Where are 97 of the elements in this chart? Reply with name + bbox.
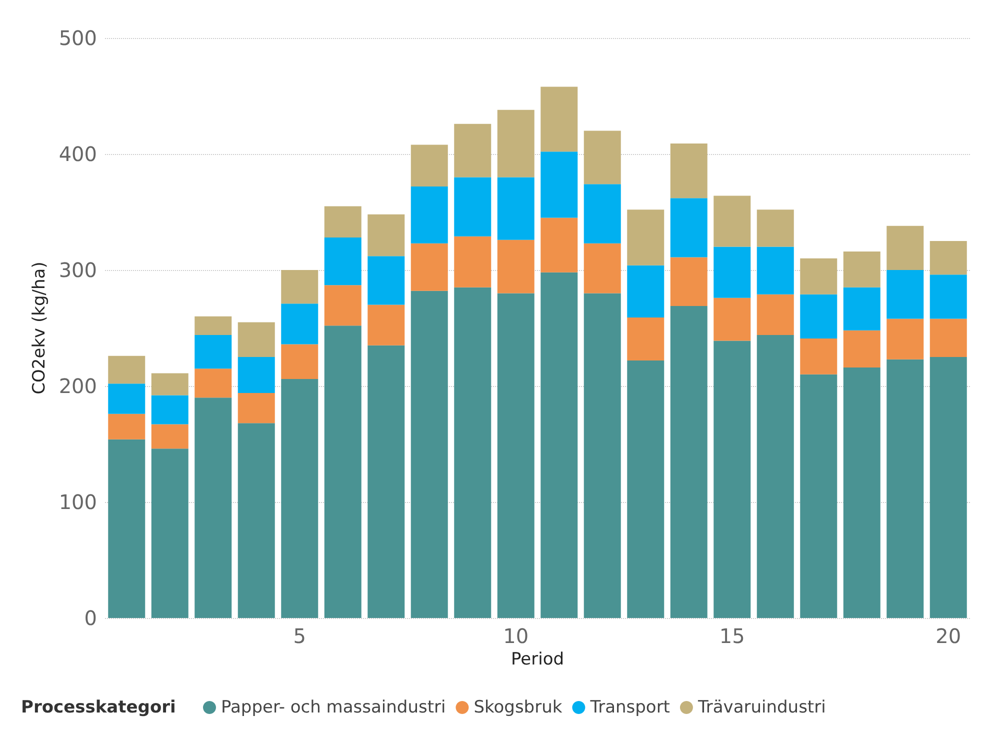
bar xyxy=(843,367,880,618)
bar xyxy=(497,240,534,294)
x-tick-label: 5 xyxy=(293,624,306,648)
bar xyxy=(497,177,534,240)
bar xyxy=(368,256,405,305)
bar xyxy=(454,177,492,236)
bar xyxy=(410,243,448,291)
bar xyxy=(714,340,751,618)
x-tick-label: 10 xyxy=(503,624,529,648)
bar xyxy=(108,414,146,440)
bar xyxy=(800,338,838,374)
bar xyxy=(238,423,275,618)
bar xyxy=(930,318,967,357)
bar xyxy=(843,330,880,368)
bar xyxy=(540,152,578,218)
bar xyxy=(151,395,188,424)
legend-label: Skogsbruk xyxy=(474,698,562,718)
legend-title: Processkategori xyxy=(21,698,176,718)
x-axis-title: Period xyxy=(510,649,564,670)
bar xyxy=(108,384,146,414)
bar xyxy=(584,293,621,618)
bar xyxy=(930,274,967,319)
legend-label: Trävaruindustri xyxy=(696,698,826,718)
bar xyxy=(584,243,621,294)
bar xyxy=(670,257,708,306)
y-tick-label: 100 xyxy=(58,490,97,514)
bar xyxy=(886,318,924,360)
bar xyxy=(756,334,794,618)
y-tick-label: 200 xyxy=(58,374,97,398)
x-tick-label: 20 xyxy=(936,624,962,648)
bar xyxy=(281,270,318,304)
bar xyxy=(670,198,708,258)
bar xyxy=(930,357,967,618)
bar xyxy=(756,246,794,294)
bar xyxy=(410,290,448,618)
bar xyxy=(800,374,838,618)
bar xyxy=(886,270,924,319)
bar xyxy=(368,304,405,346)
bar xyxy=(238,357,275,393)
bar xyxy=(886,359,924,618)
bar xyxy=(454,287,492,618)
bar xyxy=(238,392,275,424)
bar xyxy=(324,326,362,618)
bar xyxy=(540,272,578,618)
bar xyxy=(194,398,232,618)
bar xyxy=(151,448,188,618)
bar xyxy=(497,110,534,178)
y-tick-label: 500 xyxy=(58,26,97,50)
y-tick-label: 400 xyxy=(58,142,97,166)
bar xyxy=(281,304,318,344)
bar xyxy=(627,210,664,266)
bar xyxy=(714,298,751,341)
bar xyxy=(756,210,794,247)
legend-label: Papper- och massaindustri xyxy=(221,698,446,718)
bar xyxy=(627,360,664,618)
bar xyxy=(843,287,880,330)
bar xyxy=(930,241,967,275)
bar xyxy=(714,246,751,298)
bar xyxy=(800,294,838,338)
bar xyxy=(540,86,578,152)
bar xyxy=(368,345,405,618)
bar xyxy=(281,344,318,380)
bar xyxy=(410,144,448,186)
bar xyxy=(584,184,621,244)
bar xyxy=(800,258,838,294)
bar xyxy=(454,124,492,178)
bar xyxy=(324,285,362,326)
legend-label: Transport xyxy=(589,698,670,718)
bar xyxy=(238,322,275,357)
bar xyxy=(540,218,578,272)
y-tick-label: 0 xyxy=(84,606,97,630)
bar xyxy=(324,206,362,238)
bar xyxy=(670,306,708,618)
bar xyxy=(108,439,146,618)
bar xyxy=(151,424,188,449)
bar xyxy=(324,238,362,286)
bar xyxy=(714,196,751,247)
bar xyxy=(584,130,621,184)
bar xyxy=(756,294,794,335)
bar xyxy=(108,356,146,384)
bar xyxy=(886,226,924,270)
bar xyxy=(843,251,880,288)
y-axis-title: CO2ekv (kg/ha) xyxy=(29,262,50,394)
bar xyxy=(368,214,405,256)
bar xyxy=(454,236,492,288)
bar xyxy=(194,368,232,398)
y-tick-label: 300 xyxy=(58,258,97,282)
x-tick-label: 15 xyxy=(719,624,745,648)
bar xyxy=(497,293,534,618)
bar xyxy=(281,379,318,618)
bar xyxy=(194,316,232,335)
bar xyxy=(194,334,232,369)
bar xyxy=(410,186,448,244)
bar xyxy=(151,373,188,396)
bar xyxy=(670,144,708,198)
bar xyxy=(627,318,664,360)
bar xyxy=(627,265,664,318)
